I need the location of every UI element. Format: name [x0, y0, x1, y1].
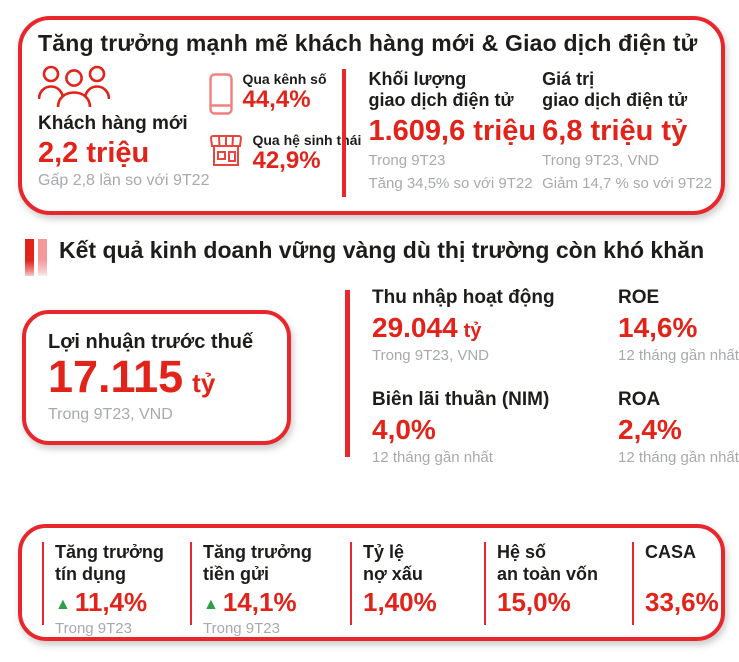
roe-metric: ROE 14,6% 12 tháng gần nhất: [618, 287, 739, 364]
ecosystem-channel-label: Qua hệ sinh thái: [252, 132, 362, 148]
transaction-value-note1: Trong 9T23, VND: [542, 152, 660, 170]
people-icon: [38, 63, 209, 109]
credit-growth-label-line2: tín dụng: [55, 563, 126, 584]
roa-label: ROA: [618, 389, 661, 410]
section-marker-bars: [25, 239, 47, 276]
ecosystem-channel-value: 42,9%: [252, 147, 321, 174]
storefront-icon: [209, 134, 243, 168]
roa-value-row: 2,4%: [618, 414, 739, 446]
car-label-line2: an toàn vốn: [497, 563, 599, 584]
growth-card-title: Tăng trưởng mạnh mẽ khách hàng mới & Gia…: [38, 30, 698, 56]
credit-growth-value-row: ▲ 11,4%: [55, 587, 190, 618]
results-section-title: Kết quả kinh doanh vững vàng dù thị trườ…: [59, 237, 705, 263]
npl-ratio-label-line2: nợ xấu: [363, 563, 423, 584]
up-triangle-icon: ▲: [55, 596, 71, 613]
casa-label: CASA: [645, 542, 721, 586]
nim-value: 4,0%: [372, 414, 436, 445]
red-accent-bar: [345, 290, 350, 457]
roe-value-row: 14,6%: [618, 312, 739, 344]
new-customers-block: Khách hàng mới 2,2 triệu Gấp 2,8 lần so …: [38, 61, 209, 197]
roa-note: 12 tháng gần nhất: [618, 449, 739, 466]
car-value: 15,0%: [497, 587, 571, 617]
credit-growth-label: Tăng trưởng tín dụng: [55, 542, 190, 586]
new-customers-value: 2,2 triệu: [38, 137, 150, 169]
smartphone-icon: [209, 73, 234, 115]
credit-growth-value: 11,4%: [74, 587, 148, 617]
credit-growth-column: Tăng trưởng tín dụng ▲ 11,4% Trong 9T23: [42, 542, 190, 637]
growth-card-content: Khách hàng mới 2,2 triệu Gấp 2,8 lần so …: [38, 61, 712, 197]
transaction-value-block: Giá trị giao dịch điện tử 6,8 triệu tỷ T…: [536, 61, 712, 197]
key-metrics-block: Thu nhập hoạt động 29.044 tỷ Trong 9T23, …: [345, 287, 739, 466]
car-column: Hệ số an toàn vốn 15,0%: [484, 542, 632, 625]
casa-value-row: 33,6%: [645, 587, 721, 618]
digital-channel-text: Qua kênh số 44,4%: [242, 71, 326, 112]
operating-income-metric: Thu nhập hoạt động 29.044 tỷ Trong 9T23, …: [372, 287, 618, 364]
ecosystem-channel-row: Qua hệ sinh thái 42,9%: [209, 132, 361, 173]
vertical-divider: [342, 69, 347, 197]
credit-growth-label-line1: Tăng trưởng: [55, 542, 164, 562]
profit-value-row: 17.115 tỷ: [48, 354, 287, 399]
digital-channel-label: Qua kênh số: [242, 71, 327, 87]
operating-income-unit: tỷ: [463, 320, 482, 342]
roa-metric: ROA 2,4% 12 tháng gần nhất: [618, 389, 739, 466]
profit-card: Lợi nhuận trước thuế 17.115 tỷ Trong 9T23…: [22, 310, 291, 445]
operating-income-value: 29.044: [372, 312, 458, 343]
results-section-header: Kết quả kinh doanh vững vàng dù thị trườ…: [25, 237, 704, 276]
transaction-value-label-line2: giao dịch điện tử: [542, 90, 688, 111]
profit-unit: tỷ: [192, 368, 216, 398]
profit-note: Trong 9T23, VND: [48, 406, 173, 423]
transaction-volume-label-line2: giao dịch điện tử: [368, 90, 514, 111]
roe-label: ROE: [618, 287, 660, 308]
key-metrics-grid: Thu nhập hoạt động 29.044 tỷ Trong 9T23, …: [372, 287, 739, 466]
casa-column: CASA 33,6%: [632, 542, 721, 625]
deposit-growth-value: 14,1%: [222, 587, 297, 617]
up-triangle-icon: ▲: [203, 596, 219, 613]
roa-value: 2,4%: [618, 414, 682, 445]
transaction-volume-note1: Trong 9T23: [368, 152, 446, 170]
npl-ratio-value-row: 1,40%: [363, 587, 484, 618]
profit-value: 17.115: [48, 351, 184, 402]
deposit-growth-label-line1: Tăng trưởng: [203, 542, 312, 562]
channels-block: Qua kênh số 44,4%: [209, 61, 361, 197]
operating-income-label: Thu nhập hoạt động: [372, 287, 555, 308]
car-label-line1: Hệ số: [497, 542, 547, 562]
transaction-value-value: 6,8 triệu tỷ: [542, 115, 688, 148]
new-customers-label: Khách hàng mới: [38, 113, 188, 134]
digital-channel-row: Qua kênh số 44,4%: [209, 71, 342, 115]
car-label: Hệ số an toàn vốn: [497, 542, 632, 586]
deposit-growth-label: Tăng trưởng tiền gửi: [203, 542, 350, 586]
npl-ratio-column: Tỷ lệ nợ xấu 1,40%: [350, 542, 484, 625]
nim-label: Biên lãi thuần (NIM): [372, 389, 550, 410]
nim-note: 12 tháng gần nhất: [372, 449, 493, 466]
npl-ratio-label: Tỷ lệ nợ xấu: [363, 542, 484, 586]
nim-value-row: 4,0%: [372, 414, 618, 446]
car-value-row: 15,0%: [497, 587, 632, 618]
casa-value: 33,6%: [645, 587, 719, 617]
transaction-volume-value: 1.609,6 triệu: [368, 115, 537, 148]
nim-metric: Biên lãi thuần (NIM) 4,0% 12 tháng gần n…: [372, 389, 618, 466]
ratios-card: Tăng trưởng tín dụng ▲ 11,4% Trong 9T23 T…: [18, 524, 725, 641]
deposit-growth-value-row: ▲ 14,1%: [203, 587, 350, 618]
transaction-volume-label-line1: Khối lượng: [368, 69, 467, 89]
npl-ratio-value: 1,40%: [363, 587, 437, 617]
credit-growth-note: Trong 9T23: [55, 620, 132, 637]
operating-income-note: Trong 9T23, VND: [372, 347, 489, 364]
profit-label: Lợi nhuận trước thuế: [48, 331, 254, 353]
npl-ratio-label-line1: Tỷ lệ: [363, 542, 405, 562]
transaction-volume-note2: Tăng 34,5% so với 9T22: [368, 174, 533, 192]
growth-card: Tăng trưởng mạnh mẽ khách hàng mới & Gia…: [18, 16, 725, 215]
deposit-growth-label-line2: tiền gửi: [203, 563, 270, 584]
operating-income-value-row: 29.044 tỷ: [372, 312, 618, 344]
roe-value: 14,6%: [618, 312, 698, 343]
transaction-value-label-line1: Giá trị: [542, 69, 595, 89]
transaction-volume-block: Khối lượng giao dịch điện tử 1.609,6 tri…: [346, 61, 536, 197]
ecosystem-channel-text: Qua hệ sinh thái 42,9%: [252, 132, 361, 173]
deposit-growth-column: Tăng trưởng tiền gửi ▲ 14,1% Trong 9T23: [190, 542, 350, 637]
transaction-value-note2: Giảm 14,7 % so với 9T22: [542, 174, 713, 192]
casa-label-line1: CASA: [645, 542, 697, 562]
deposit-growth-note: Trong 9T23: [203, 620, 280, 637]
roe-note: 12 tháng gần nhất: [618, 347, 739, 364]
digital-channel-value: 44,4%: [242, 86, 311, 113]
new-customers-note: Gấp 2,8 lần so với 9T22: [38, 172, 210, 189]
